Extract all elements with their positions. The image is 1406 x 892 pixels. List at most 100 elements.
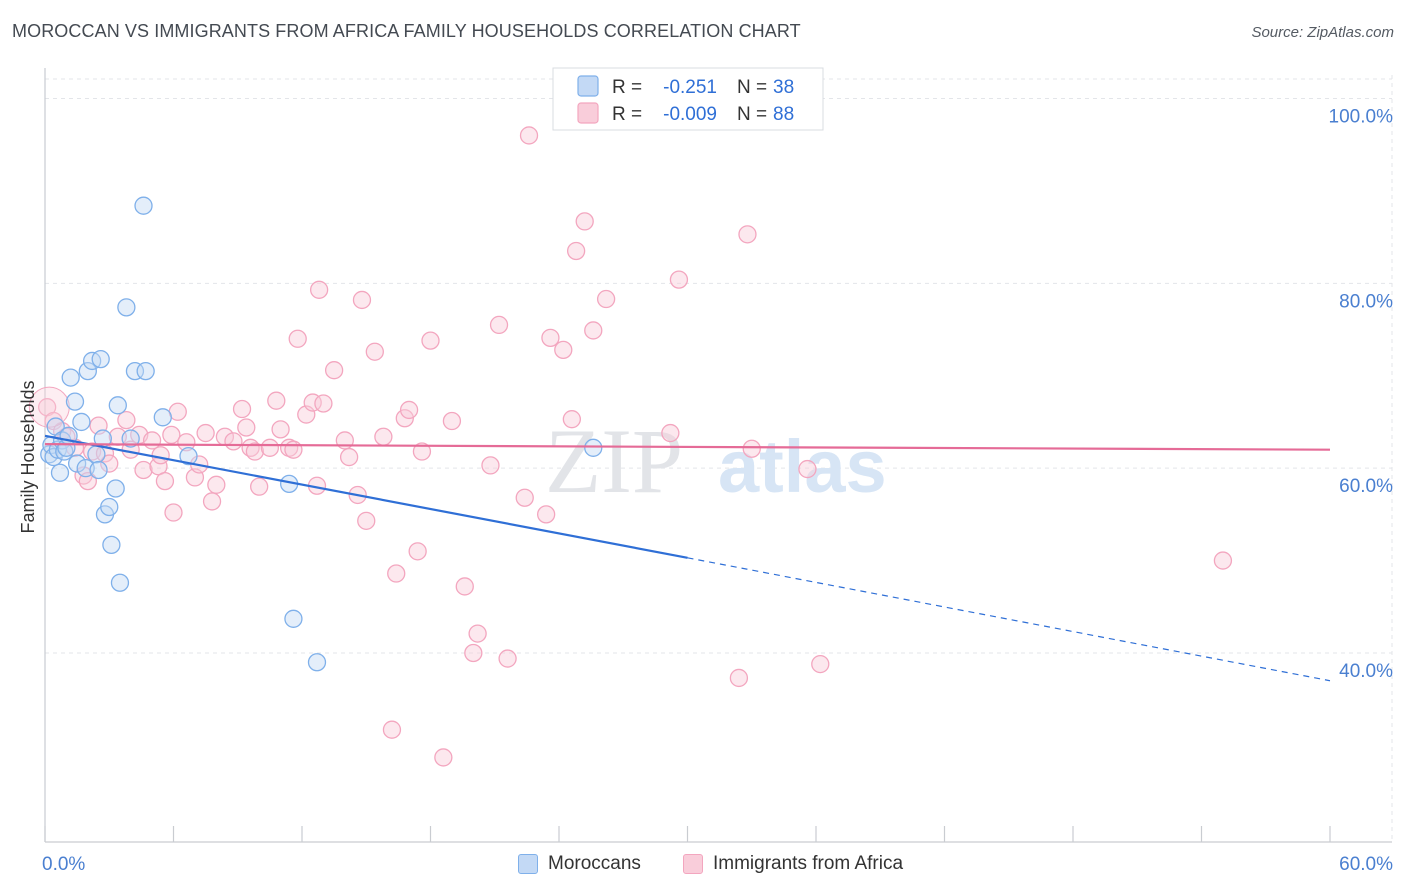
africa-point-47 <box>324 361 344 380</box>
moroccans-r-value: -0.251 <box>663 77 717 98</box>
africa-point-40 <box>284 440 303 459</box>
africa-point-73 <box>541 328 560 348</box>
africa-point-32 <box>237 418 256 437</box>
moroccans-point-26 <box>110 573 130 592</box>
africa-point-49 <box>339 447 359 467</box>
moroccans-r-label: R = <box>612 77 642 98</box>
y-tick-label-60: 60.0% <box>1339 476 1393 497</box>
africa-point-30 <box>224 432 243 451</box>
africa-point-67 <box>481 456 500 475</box>
moroccans-point-31 <box>136 361 155 381</box>
africa-point-23 <box>177 433 196 452</box>
africa-point-15 <box>134 460 153 480</box>
moroccans-n-label: N = <box>737 77 767 98</box>
africa-point-85 <box>811 654 830 674</box>
africa-point-56 <box>387 564 406 583</box>
africa-point-59 <box>408 542 427 561</box>
moroccans-point-13 <box>72 412 91 432</box>
moroccans-point-27 <box>117 298 136 317</box>
africa-point-63 <box>442 411 462 431</box>
moroccans-point-17 <box>87 445 106 464</box>
moroccans-point-37 <box>584 438 603 457</box>
africa-point-52 <box>357 511 376 530</box>
legend-swatch-africa <box>683 854 703 874</box>
africa-point-62 <box>434 748 453 767</box>
moroccans-point-30 <box>134 196 153 215</box>
stats-legend: R = -0.251 N = 38 R = -0.009 N = 88 <box>552 67 824 131</box>
moroccans-point-12 <box>67 454 87 473</box>
moroccans-point-24 <box>106 479 125 498</box>
africa-n-label: N = <box>737 104 767 125</box>
africa-point-64 <box>455 577 474 596</box>
africa-r-value: -0.009 <box>663 104 717 125</box>
moroccans-point-29 <box>125 361 145 381</box>
moroccans-trend-extension <box>687 557 1331 682</box>
africa-point-27 <box>202 492 222 511</box>
africa-point-45 <box>309 280 329 299</box>
africa-point-34 <box>245 442 265 461</box>
y-tick-label-80: 80.0% <box>1339 291 1393 312</box>
legend-label-moroccans: Moroccans <box>548 853 641 874</box>
moroccans-point-15 <box>78 361 97 381</box>
africa-point-41 <box>288 329 307 348</box>
moroccans-point-10 <box>61 368 80 387</box>
y-tick-label-40: 40.0% <box>1339 661 1393 682</box>
africa-point-78 <box>584 321 603 340</box>
moroccans-point-18 <box>89 460 108 480</box>
legend-swatch-moroccans <box>518 854 538 874</box>
africa-point-81 <box>669 270 689 289</box>
africa-point-65 <box>464 643 483 663</box>
africa-point-69 <box>498 649 517 668</box>
africa-point-26 <box>196 423 215 443</box>
africa-trend-line <box>44 443 1331 451</box>
africa-point-57 <box>395 409 414 428</box>
watermark: ZIP atlas <box>545 410 887 512</box>
africa-point-74 <box>554 340 573 360</box>
africa-point-53 <box>365 342 384 361</box>
moroccans-point-25 <box>108 396 127 415</box>
africa-point-66 <box>468 624 487 643</box>
africa-point-51 <box>352 290 372 310</box>
africa-point-35 <box>250 477 269 496</box>
africa-point-31 <box>232 399 252 419</box>
moroccans-point-19 <box>91 349 110 369</box>
x-tick-labels: 0.0% 60.0% <box>42 854 1393 875</box>
africa-point-76 <box>566 241 586 261</box>
africa-point-16 <box>142 431 162 450</box>
africa-point-55 <box>382 720 402 739</box>
africa-point-38 <box>271 420 290 439</box>
africa-point-58 <box>399 400 419 420</box>
africa-r-label: R = <box>612 104 642 125</box>
africa-point-60 <box>412 442 432 461</box>
africa-swatch <box>577 102 599 124</box>
legend-label-africa: Immigrants from Africa <box>713 853 904 874</box>
africa-point-18 <box>151 446 170 465</box>
y-axis-title: Family Households <box>18 380 38 533</box>
africa-point-72 <box>537 505 556 524</box>
africa-point-82 <box>729 668 749 688</box>
africa-point-79 <box>596 289 616 309</box>
moroccans-point-11 <box>65 392 85 411</box>
africa-point-10 <box>100 454 119 473</box>
x-tick-label-max: 60.0% <box>1339 854 1393 875</box>
source-label: Source: ZipAtlas.com <box>1251 24 1394 41</box>
africa-point-61 <box>421 331 440 350</box>
y-tick-labels: 40.0% 60.0% 80.0% 100.0% <box>1329 106 1394 682</box>
africa-point-86 <box>1213 551 1233 570</box>
africa-point-71 <box>519 126 539 145</box>
africa-point-70 <box>515 488 534 507</box>
bottom-legend: Moroccans Immigrants from Africa <box>0 853 1406 877</box>
moroccans-point-5 <box>50 463 70 482</box>
x-tick-label-min: 0.0% <box>42 854 85 875</box>
africa-point-20 <box>162 425 181 445</box>
series-moroccans <box>40 196 603 672</box>
trend-lines <box>44 434 1331 682</box>
africa-point-87 <box>742 439 761 458</box>
africa-point-12 <box>117 410 136 430</box>
moroccans-point-35 <box>284 609 303 628</box>
africa-point-19 <box>155 471 175 491</box>
moroccans-point-33 <box>179 446 198 466</box>
africa-point-28 <box>207 475 226 494</box>
moroccans-point-23 <box>102 535 121 555</box>
